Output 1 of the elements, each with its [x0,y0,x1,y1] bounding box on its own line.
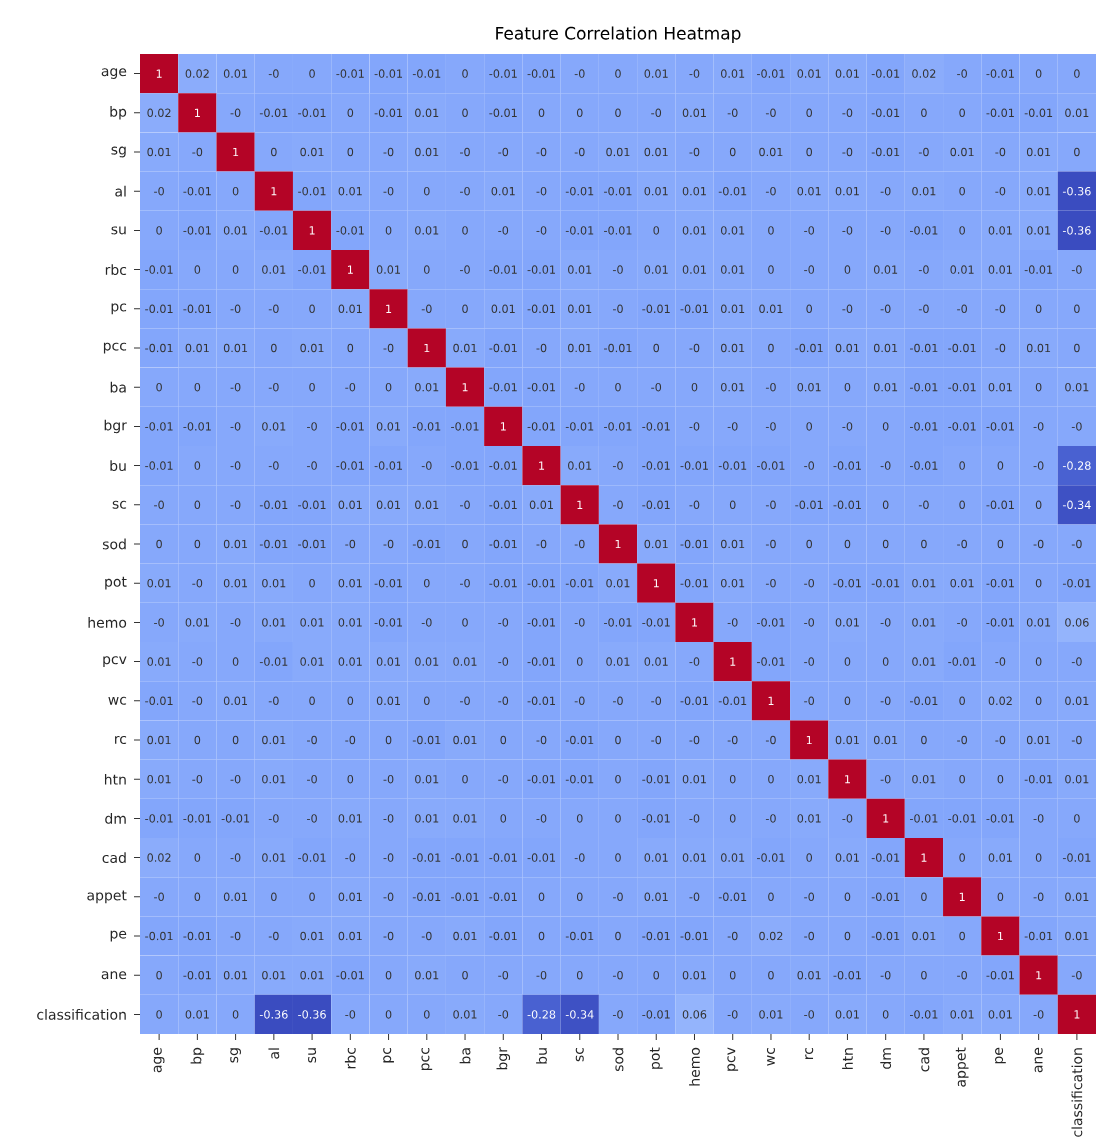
chart-title: Feature Correlation Heatmap [496,26,741,43]
